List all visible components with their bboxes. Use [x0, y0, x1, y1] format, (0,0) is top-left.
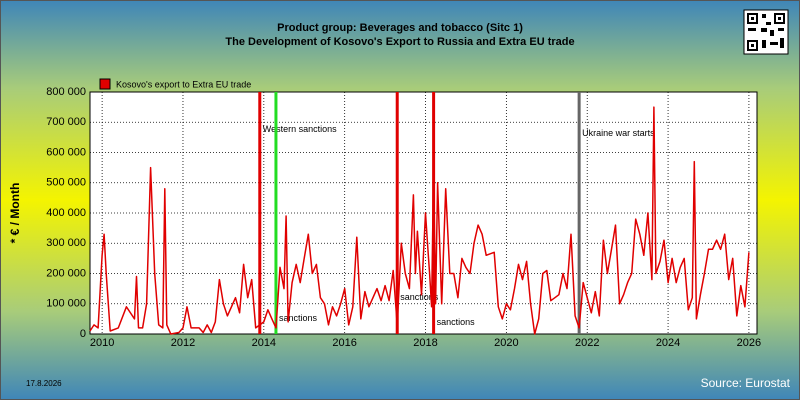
x-tick-label: 2022: [575, 337, 599, 349]
qr-code: [743, 9, 789, 55]
legend-swatch: [99, 78, 111, 90]
y-tick-label: 200 000: [46, 267, 86, 279]
legend-label: Kosovo's export to Extra EU trade: [116, 79, 251, 89]
y-tick-label: 100 000: [46, 298, 86, 310]
x-tick-label: 2020: [494, 337, 518, 349]
x-tick-label: 2012: [171, 337, 195, 349]
y-tick-label: 0: [80, 328, 86, 340]
chart-title: Product group: Beverages and tobacco (Si…: [277, 22, 523, 34]
x-tick-label: 2010: [90, 337, 114, 349]
x-tick-label: 2014: [252, 337, 276, 349]
date: 17.8.2026: [26, 379, 62, 388]
x-tick-label: 2024: [656, 337, 680, 349]
event-label: sanctions: [437, 317, 476, 327]
source: Source: Eurostat: [701, 376, 791, 390]
y-tick-label: 700 000: [46, 116, 86, 128]
event-label: Western sanctions: [263, 124, 337, 134]
event-label: sanctions: [400, 292, 439, 302]
event-label: Ukraine war starts: [582, 128, 655, 138]
x-tick-label: 2026: [737, 337, 761, 349]
data-line: [89, 106, 750, 335]
y-tick-label: 800 000: [46, 86, 86, 98]
y-axis-label: * € / Month: [8, 183, 22, 244]
y-tick-label: 300 000: [46, 237, 86, 249]
y-tick-label: 400 000: [46, 207, 86, 219]
chart-subtitle: The Development of Kosovo's Export to Ru…: [225, 36, 574, 48]
event-label: sanctions: [279, 313, 318, 323]
x-tick-label: 2016: [332, 337, 356, 349]
y-tick-label: 600 000: [46, 146, 86, 158]
x-tick-label: 2018: [413, 337, 437, 349]
y-tick-label: 500 000: [46, 177, 86, 189]
